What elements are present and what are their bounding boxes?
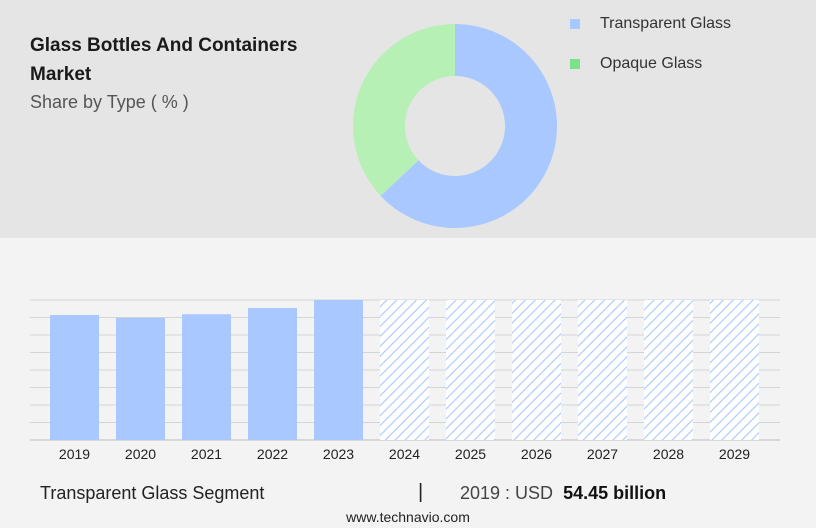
legend-item-transparent-glass: Transparent Glass	[570, 14, 731, 34]
bar-2025	[446, 300, 495, 440]
x-tick-label: 2025	[455, 446, 486, 462]
legend-label: Opaque Glass	[600, 55, 703, 72]
x-tick-label: 2019	[59, 446, 90, 462]
bar-2021	[182, 314, 231, 440]
x-tick-label: 2023	[323, 446, 354, 462]
bar-2024	[380, 300, 429, 440]
chart-title: Glass Bottles And Containers Market	[30, 35, 298, 85]
bar-chart: 2019 2020 2021 2022 2023 2024 2025 2026 2027 2028…	[30, 299, 780, 462]
x-tick-label: 2026	[521, 446, 552, 462]
segment-label: Transparent Glass Segment	[40, 483, 265, 503]
x-tick-label: 2020	[125, 446, 156, 462]
bar-2023	[314, 300, 363, 440]
bar-2026	[512, 300, 561, 440]
legend-label: Transparent Glass	[600, 15, 732, 32]
legend-swatch	[570, 59, 580, 69]
bar-2028	[644, 300, 693, 440]
segment-value: 2019 : USD 54.45 billion	[460, 483, 666, 504]
bar-2019	[50, 315, 99, 440]
value-prefix: 2019 : USD	[460, 483, 554, 503]
footer-divider: |	[418, 481, 424, 503]
legend-item-opaque-glass: Opaque Glass	[570, 54, 731, 74]
x-tick-label: 2021	[191, 446, 222, 462]
donut-slice-transparent-glass	[380, 24, 557, 228]
x-tick-label: 2027	[587, 446, 618, 462]
bar-2027	[578, 300, 627, 440]
bar-2029	[710, 300, 759, 440]
x-tick-label: 2028	[653, 446, 684, 462]
source-link[interactable]: www.technavio.com	[346, 509, 470, 525]
bar-2022	[248, 308, 297, 440]
legend-swatch	[570, 19, 580, 29]
donut-chart	[353, 24, 557, 228]
x-tick-label: 2024	[389, 446, 420, 462]
x-tick-label: 2022	[257, 446, 288, 462]
legend: Transparent Glass Opaque Glass	[570, 14, 731, 94]
x-tick-label: 2029	[719, 446, 750, 462]
bar-2020	[116, 317, 165, 440]
value-amount: 54.45 billion	[563, 483, 667, 503]
chart-subtitle: Share by Type ( % )	[30, 92, 189, 112]
donut-slice-opaque-glass	[353, 24, 455, 196]
